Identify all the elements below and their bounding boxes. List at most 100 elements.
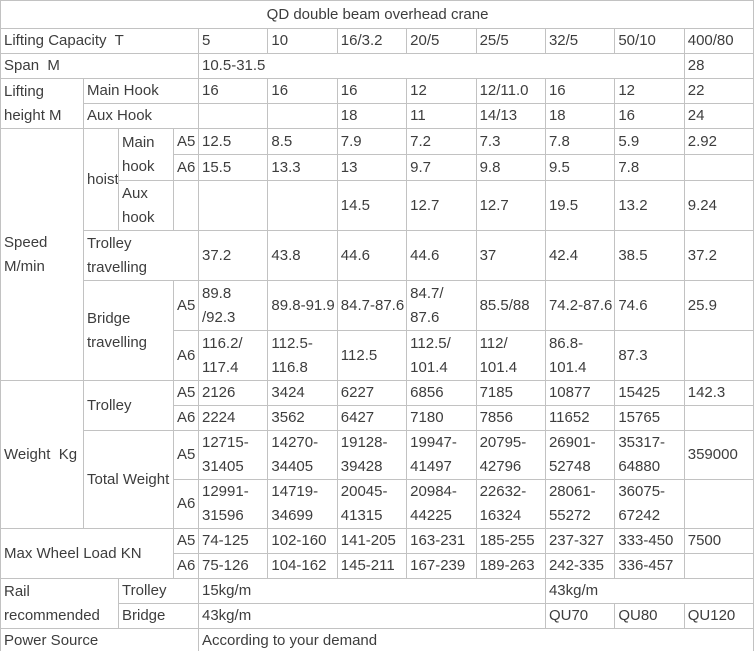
data-cell xyxy=(267,180,338,231)
data-cell: 74.6 xyxy=(614,280,685,331)
table-title: QD double beam overhead crane xyxy=(0,0,754,29)
label-a5: A5 xyxy=(173,380,199,406)
data-cell: 189-263 xyxy=(475,553,546,579)
data-cell: 20/5 xyxy=(406,28,477,54)
data-cell: 32/5 xyxy=(544,28,616,54)
data-cell: 10 xyxy=(267,28,338,54)
table-row: QD double beam overhead crane xyxy=(0,0,754,29)
data-cell: 28061- 55272 xyxy=(544,479,616,529)
data-cell: 43.8 xyxy=(267,230,338,281)
data-cell: 145-211 xyxy=(336,553,408,579)
data-cell: 22632- 16324 xyxy=(475,479,546,529)
data-cell: 9.8 xyxy=(475,154,546,181)
label-a6: A6 xyxy=(173,479,199,529)
label-hoist-aux-hook: Aux hook xyxy=(118,180,174,231)
table-row: A6 2224 3562 6427 7180 7856 11652 15765 xyxy=(1,405,754,431)
data-cell: 25/5 xyxy=(475,28,546,54)
data-cell: QU70 xyxy=(544,603,616,629)
data-cell: 9.7 xyxy=(406,154,477,181)
data-cell: 19947- 41497 xyxy=(406,430,477,480)
data-cell: 18 xyxy=(336,103,408,129)
data-cell: 116.2/ 117.4 xyxy=(197,330,269,381)
data-cell: 112.5/ 101.4 xyxy=(406,330,477,381)
table-row: Trolley travelling 37.2 43.8 44.6 44.6 37 42.4… xyxy=(1,230,754,281)
data-cell: 12991- 31596 xyxy=(197,479,269,529)
data-cell: 7180 xyxy=(406,405,477,431)
label-trolley-travelling: Trolley travelling xyxy=(83,230,199,281)
label-speed: Speed M/min xyxy=(0,128,84,381)
data-cell: 16 xyxy=(336,78,408,104)
data-cell xyxy=(683,553,754,579)
table-row: A6 15.5 13.3 13 9.7 9.8 9.5 7.8 xyxy=(1,154,754,181)
label-a5: A5 xyxy=(173,280,199,331)
data-cell: 102-160 xyxy=(267,528,338,554)
data-cell: 11652 xyxy=(544,405,616,431)
data-cell: 11 xyxy=(406,103,477,129)
data-cell: 359000 xyxy=(683,430,754,480)
data-cell: 14719- 34699 xyxy=(267,479,338,529)
data-cell: 89.8 /92.3 xyxy=(197,280,269,331)
data-cell: 26901- 52748 xyxy=(544,430,616,480)
table-row: A6 12991- 31596 14719- 34699 20045- 41315 20… xyxy=(1,479,754,529)
data-cell: 16 xyxy=(614,103,685,129)
data-cell: 28 xyxy=(683,53,754,79)
label-hoist: hoist xyxy=(83,128,119,231)
table-row: Max Wheel Load KN A5 74-125 102-160 141-205 1… xyxy=(0,528,754,579)
label-span: Span M xyxy=(0,53,199,79)
data-cell: 74.2-87.6 xyxy=(544,280,616,331)
data-cell xyxy=(173,180,199,231)
data-cell: 12 xyxy=(614,78,685,104)
data-cell: 7856 xyxy=(475,405,546,431)
data-cell: 12.7 xyxy=(406,180,477,231)
data-cell: 84.7/ 87.6 xyxy=(406,280,477,331)
data-cell: 15765 xyxy=(614,405,685,431)
data-cell: 16 xyxy=(544,78,616,104)
data-cell: 16/3.2 xyxy=(336,28,408,54)
data-cell: 7.2 xyxy=(406,128,477,155)
data-cell: 10877 xyxy=(544,380,616,406)
label-a5: A5 xyxy=(173,528,199,554)
data-cell: 7.8 xyxy=(544,128,616,155)
data-cell: 38.5 xyxy=(614,230,685,281)
label-a6: A6 xyxy=(173,330,199,381)
label-main-hook: Main Hook xyxy=(83,78,199,104)
data-cell: 112.5- 116.8 xyxy=(267,330,338,381)
data-cell: 18 xyxy=(544,103,616,129)
label-bridge-travelling: Bridge travelling xyxy=(83,280,174,381)
data-cell: 13.2 xyxy=(614,180,685,231)
label-lifting-capacity: Lifting Capacity T xyxy=(0,28,199,54)
table-row: Total Weight A5 12715- 31405 14270- 34405 19… xyxy=(1,430,754,529)
data-cell: 15.5 xyxy=(197,154,269,181)
data-cell: 141-205 xyxy=(336,528,408,554)
table-row: Bridge travelling A5 89.8 /92.3 89.8-91.9 84… xyxy=(1,280,754,381)
label-total-weight: Total Weight xyxy=(83,430,174,529)
data-cell: 6227 xyxy=(336,380,408,406)
data-cell: 163-231 xyxy=(406,528,477,554)
data-cell: 74-125 xyxy=(197,528,269,554)
label-a5: A5 xyxy=(173,430,199,480)
data-cell: 24 xyxy=(683,103,754,129)
table-row: Weight Kg Trolley A5 2126 3424 6227 6856 7185 10… xyxy=(0,380,754,529)
data-cell: 89.8-91.9 xyxy=(267,280,338,331)
data-cell: 25.9 xyxy=(683,280,754,331)
data-cell: 6427 xyxy=(336,405,408,431)
data-cell: 7.9 xyxy=(336,128,408,155)
label-trolley-weight: Trolley xyxy=(83,380,174,431)
data-cell: 44.6 xyxy=(336,230,408,281)
data-cell: 400/80 xyxy=(683,28,754,54)
label-a6: A6 xyxy=(173,553,199,579)
data-cell: 12 xyxy=(406,78,477,104)
table-row: A6 75-126 104-162 145-211 167-239 189-263 242-… xyxy=(1,553,754,579)
data-cell: 37 xyxy=(475,230,546,281)
data-cell: 5 xyxy=(197,28,269,54)
data-cell: 7185 xyxy=(475,380,546,406)
data-cell: 9.24 xyxy=(683,180,754,231)
data-cell: 75-126 xyxy=(197,553,269,579)
table-row: Aux Hook 18 11 14/13 18 16 24 xyxy=(1,103,754,129)
data-cell: 142.3 xyxy=(683,380,754,406)
data-cell: 2224 xyxy=(197,405,269,431)
data-cell xyxy=(197,103,269,129)
data-cell: 16 xyxy=(267,78,338,104)
